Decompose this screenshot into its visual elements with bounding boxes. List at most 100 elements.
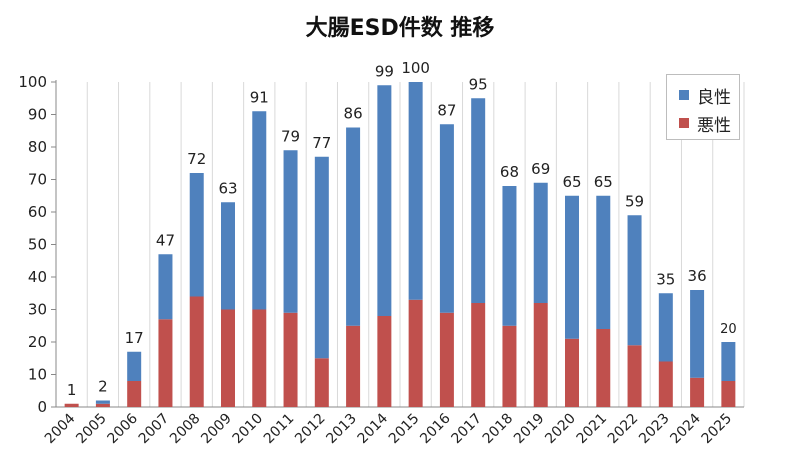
data-label-total: 1 xyxy=(67,381,77,399)
data-label-total: 69 xyxy=(531,160,550,178)
bar-benign-2005 xyxy=(95,400,110,404)
bar-benign-2020 xyxy=(565,195,579,339)
y-tick-label: 0 xyxy=(37,398,47,416)
data-label-total: 35 xyxy=(656,270,675,288)
bar-malignant-2016 xyxy=(439,312,454,407)
bar-benign-2022 xyxy=(627,215,642,346)
bar-benign-2015 xyxy=(408,82,423,300)
data-label-total: 63 xyxy=(218,179,237,197)
bar-malignant-2013 xyxy=(346,325,361,407)
data-label-total: 65 xyxy=(562,173,581,191)
x-tick-label: 2014 xyxy=(355,410,392,447)
bar-malignant-2008 xyxy=(189,296,204,407)
data-label-total: 17 xyxy=(125,329,144,347)
bar-benign-2009 xyxy=(221,202,235,310)
data-label-total: 99 xyxy=(375,62,394,80)
legend-label-benign: 良性 xyxy=(697,87,731,108)
y-tick-label: 60 xyxy=(28,203,47,221)
bar-benign-2017 xyxy=(471,98,486,303)
data-label-total: 87 xyxy=(437,101,456,119)
bar-malignant-2014 xyxy=(377,316,392,407)
data-label-total: 77 xyxy=(312,134,331,152)
bar-benign-2014 xyxy=(377,85,392,316)
bar-benign-2011 xyxy=(283,150,298,313)
bar-malignant-2017 xyxy=(471,303,486,407)
x-tick-label: 2013 xyxy=(323,411,360,448)
x-tick-label: 2012 xyxy=(292,411,329,448)
y-tick-label: 100 xyxy=(18,73,47,91)
bar-benign-2018 xyxy=(502,186,517,326)
x-tick-label: 2007 xyxy=(136,411,173,448)
bar-malignant-2011 xyxy=(283,312,298,407)
y-tick-label: 50 xyxy=(28,236,47,254)
data-label-total: 59 xyxy=(625,192,644,210)
bar-benign-2019 xyxy=(533,182,548,303)
legend-swatch-benign xyxy=(679,90,689,100)
data-label-total: 86 xyxy=(344,105,363,123)
legend-item-malignant: 悪性 xyxy=(679,113,731,136)
bar-malignant-2010 xyxy=(252,309,267,407)
y-tick-label: 40 xyxy=(28,268,47,286)
chart-title: 大腸ESD件数 推移 xyxy=(305,16,495,41)
bar-benign-2021 xyxy=(596,195,611,329)
data-label-total: 47 xyxy=(156,231,175,249)
data-label-total: 100 xyxy=(401,59,430,77)
data-label-total: 68 xyxy=(500,163,519,181)
bar-benign-2006 xyxy=(127,351,142,381)
bar-benign-2023 xyxy=(658,293,673,362)
x-tick-label: 2020 xyxy=(542,411,579,448)
x-tick-label: 2010 xyxy=(230,411,267,448)
bar-malignant-2012 xyxy=(314,358,329,407)
x-tick-label: 2011 xyxy=(261,411,298,448)
x-tick-label: 2008 xyxy=(167,411,204,448)
x-tick-label: 2015 xyxy=(386,411,423,448)
bar-malignant-2019 xyxy=(533,303,548,407)
grid-layer xyxy=(55,82,745,407)
data-label-total: 20 xyxy=(720,322,737,337)
bar-malignant-2025 xyxy=(721,381,736,407)
x-tick-label: 2025 xyxy=(699,411,736,448)
x-tick-label: 2022 xyxy=(605,411,642,448)
data-label-total: 79 xyxy=(281,127,300,145)
x-tick-label: 2018 xyxy=(480,411,517,448)
bar-benign-2008 xyxy=(189,173,204,297)
bar-benign-2007 xyxy=(158,254,173,320)
bar-malignant-2022 xyxy=(627,345,642,407)
x-tick-label: 2016 xyxy=(417,410,454,447)
x-tick-label: 2023 xyxy=(636,411,673,448)
y-tick-label: 20 xyxy=(28,333,47,351)
bar-benign-2025 xyxy=(721,342,736,381)
bar-malignant-2009 xyxy=(221,309,235,407)
legend-label-malignant: 悪性 xyxy=(697,115,731,136)
data-label-total: 2 xyxy=(98,378,108,396)
y-tick-label: 10 xyxy=(28,366,47,384)
bar-malignant-2007 xyxy=(158,319,173,407)
bar-benign-2016 xyxy=(439,124,454,313)
legend-swatch-malignant xyxy=(679,118,689,128)
x-tick-label: 2005 xyxy=(73,411,110,448)
data-label-total: 65 xyxy=(594,173,613,191)
y-tick-label: 70 xyxy=(28,171,47,189)
x-tick-label: 2017 xyxy=(448,411,485,448)
legend: 良性 悪性 xyxy=(666,74,740,140)
data-label-total: 72 xyxy=(187,150,206,168)
bar-malignant-2020 xyxy=(565,338,579,407)
bar-malignant-2015 xyxy=(408,299,423,407)
x-tick-label: 2004 xyxy=(42,410,79,447)
data-label-total: 95 xyxy=(469,75,488,93)
bar-malignant-2005 xyxy=(95,403,110,407)
bar-layer xyxy=(64,82,736,407)
y-tick-label: 90 xyxy=(28,106,47,124)
x-tick-label: 2021 xyxy=(574,411,611,448)
bar-benign-2024 xyxy=(690,290,705,378)
bar-benign-2013 xyxy=(346,127,361,326)
bar-malignant-2023 xyxy=(658,361,673,407)
bar-malignant-2018 xyxy=(502,325,517,407)
bar-malignant-2006 xyxy=(127,381,142,407)
bar-malignant-2021 xyxy=(596,329,611,407)
x-tick-label: 2024 xyxy=(667,410,704,447)
x-tick-label: 2009 xyxy=(198,411,235,448)
y-tick-label: 30 xyxy=(28,301,47,319)
bar-malignant-2004 xyxy=(64,403,79,407)
